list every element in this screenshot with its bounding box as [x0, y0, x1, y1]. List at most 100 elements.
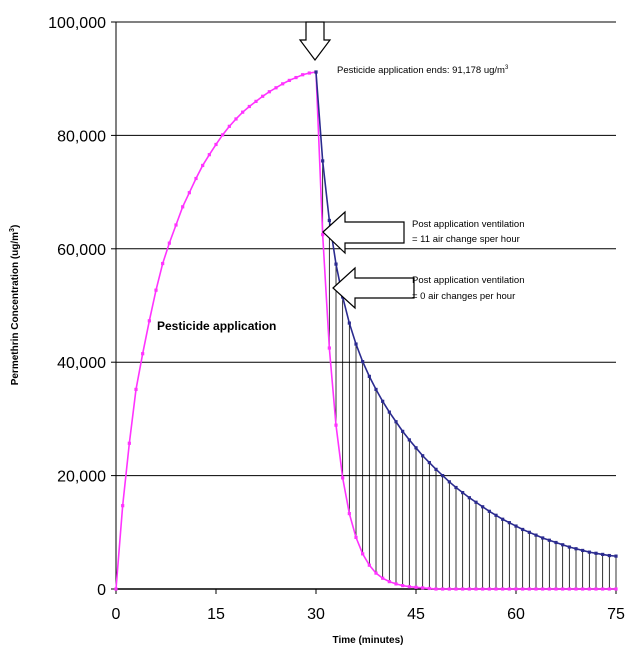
data-point — [507, 521, 511, 525]
data-point — [387, 580, 391, 584]
data-point — [561, 543, 565, 547]
data-point — [567, 587, 571, 591]
data-point — [434, 587, 438, 591]
x-tick-label: 60 — [507, 606, 525, 623]
data-point — [407, 438, 411, 442]
annotation-application-ends-text: Pesticide application ends: 91,178 ug/m — [337, 65, 505, 76]
data-point — [161, 261, 165, 266]
data-point — [521, 527, 525, 532]
data-point — [307, 71, 311, 75]
data-point — [534, 587, 538, 591]
data-point — [334, 262, 338, 266]
data-point — [427, 460, 431, 465]
data-point — [501, 587, 505, 591]
data-point — [587, 550, 591, 554]
y-tick-labels: 0 20,000 40,000 60,000 80,000 100,000 — [48, 15, 116, 599]
data-point — [561, 587, 565, 591]
data-point — [447, 587, 451, 591]
data-point — [367, 374, 371, 378]
data-point — [341, 476, 345, 480]
data-point — [314, 70, 318, 74]
gridlines — [116, 21, 616, 477]
data-point — [394, 582, 398, 586]
data-point — [554, 540, 558, 545]
x-tick-label: 30 — [307, 606, 325, 623]
data-point — [547, 538, 551, 542]
data-point — [587, 587, 591, 591]
data-point — [274, 86, 278, 90]
y-tick-label: 80,000 — [57, 128, 106, 145]
data-point — [354, 535, 358, 540]
data-point — [401, 583, 405, 588]
data-point — [467, 496, 471, 500]
data-point — [294, 75, 298, 80]
data-point — [207, 153, 211, 157]
x-tick-labels: 0 15 30 45 60 75 — [112, 589, 625, 623]
x-tick-label: 0 — [112, 606, 121, 623]
data-point — [287, 78, 291, 83]
annotation-vent-11-line1: Post application ventilation — [412, 219, 525, 230]
data-point — [234, 117, 238, 121]
data-point — [601, 552, 605, 557]
x-axis-title: Time (minutes) — [333, 635, 404, 646]
data-point — [114, 587, 118, 591]
data-point — [181, 205, 185, 209]
data-point — [541, 587, 545, 591]
y-tick-label: 0 — [97, 582, 106, 599]
data-point — [201, 163, 205, 168]
data-point — [121, 504, 125, 508]
data-point — [374, 571, 378, 575]
data-point — [421, 454, 425, 458]
data-point — [381, 576, 385, 580]
data-point — [594, 587, 598, 591]
data-point — [541, 536, 545, 540]
data-point — [394, 420, 398, 424]
data-point — [127, 441, 131, 445]
left-arrow-icon — [322, 210, 405, 255]
data-point — [227, 124, 231, 128]
data-point — [414, 446, 418, 450]
data-point — [221, 133, 225, 137]
data-point — [494, 513, 498, 517]
data-point — [487, 587, 491, 591]
y-axis-title-close: ) — [10, 225, 21, 228]
data-point — [567, 545, 571, 549]
data-point — [607, 553, 611, 558]
data-point — [301, 73, 305, 77]
data-point — [494, 587, 498, 591]
y-axis-title-sup: 3 — [9, 228, 16, 232]
left-arrow-icon — [332, 266, 415, 310]
data-point — [321, 233, 325, 237]
data-point — [581, 548, 585, 553]
data-point — [527, 587, 531, 591]
data-point — [607, 587, 611, 591]
x-tick-label: 15 — [207, 606, 225, 623]
data-point — [614, 587, 618, 591]
data-point — [501, 517, 505, 521]
data-point — [134, 387, 138, 392]
data-point — [534, 533, 538, 537]
data-point — [554, 587, 558, 591]
data-point — [461, 491, 465, 495]
data-point — [361, 552, 365, 556]
data-point — [574, 547, 578, 551]
data-point — [474, 587, 478, 591]
data-point — [327, 346, 331, 350]
annotation-vent-0-line1: Post application ventilation — [412, 275, 525, 286]
data-point — [261, 94, 265, 98]
data-point — [481, 587, 485, 591]
y-tick-label: 60,000 — [57, 242, 106, 259]
data-point — [481, 505, 485, 509]
data-point — [327, 218, 331, 223]
data-point — [514, 524, 518, 528]
data-point — [414, 585, 418, 589]
data-point — [407, 585, 411, 589]
data-point — [254, 99, 258, 103]
data-point — [367, 563, 371, 567]
data-point — [241, 110, 245, 114]
data-point — [174, 223, 178, 227]
data-point — [454, 587, 458, 591]
data-point — [441, 587, 445, 591]
series-line-0 — [115, 71, 616, 590]
annotation-pesticide-application: Pesticide application — [157, 319, 276, 333]
